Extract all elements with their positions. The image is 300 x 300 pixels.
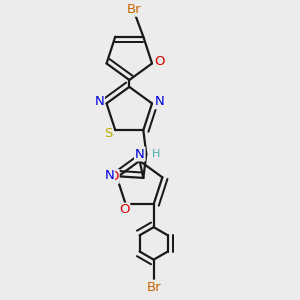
Text: N: N <box>135 148 145 160</box>
Text: O: O <box>154 56 165 68</box>
Text: N: N <box>104 169 114 182</box>
Text: O: O <box>119 203 129 217</box>
Text: O: O <box>108 170 119 183</box>
Text: Br: Br <box>127 3 142 16</box>
Text: N: N <box>94 95 104 108</box>
Text: Br: Br <box>146 280 161 294</box>
Text: S: S <box>104 127 112 140</box>
Text: H: H <box>152 149 160 159</box>
Text: N: N <box>154 95 164 108</box>
